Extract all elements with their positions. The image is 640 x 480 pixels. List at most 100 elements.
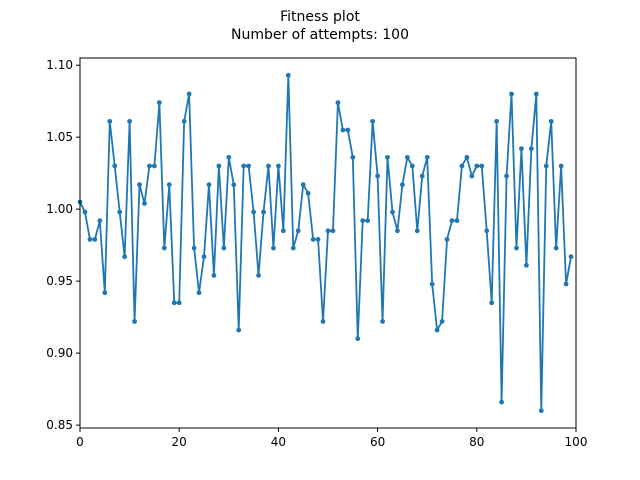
y-tick-label: 0.90 [46, 346, 73, 360]
data-point [181, 118, 187, 124]
data-point [310, 237, 316, 242]
data-point [489, 300, 495, 306]
data-point [127, 118, 132, 124]
x-tick-label: 100 [565, 435, 588, 449]
data-point [147, 163, 152, 169]
data-point [142, 201, 147, 206]
data-point [156, 100, 162, 106]
data-point [161, 245, 167, 251]
data-point [335, 100, 341, 106]
data-point [256, 272, 261, 278]
data-point [221, 245, 227, 251]
x-tick-label: 60 [370, 435, 385, 449]
y-tick-label: 1.05 [46, 130, 73, 144]
data-point [434, 327, 440, 333]
data-point [92, 237, 98, 242]
data-point [102, 290, 108, 296]
data-point [320, 319, 326, 324]
data-point [424, 154, 430, 160]
data-point [87, 237, 93, 242]
data-point [563, 281, 569, 287]
data-point [375, 173, 380, 179]
data-point [186, 91, 192, 97]
series-line [79, 74, 572, 412]
data-point [404, 154, 410, 160]
data-point [390, 209, 395, 215]
data-point [305, 190, 311, 196]
data-point [528, 146, 534, 152]
data-point [325, 228, 331, 234]
data-point [295, 228, 301, 234]
data-point [191, 245, 197, 251]
y-tick-label: 0.85 [46, 418, 73, 432]
data-point [132, 319, 137, 324]
data-point [499, 399, 504, 405]
data-point [395, 228, 400, 234]
data-point [330, 228, 336, 234]
data-point [479, 163, 485, 169]
data-point [166, 182, 172, 188]
data-point [474, 163, 480, 169]
y-tick-label: 1.00 [46, 202, 73, 216]
data-point [201, 254, 207, 260]
chart-subtitle: Number of attempts: 100 [231, 27, 409, 43]
y-tick-label: 0.95 [46, 274, 73, 288]
data-point [454, 218, 460, 224]
data-point [271, 245, 276, 251]
data-point [543, 163, 549, 169]
data-point [280, 228, 286, 234]
chart-title: Fitness plot [280, 9, 360, 25]
data-point [285, 72, 291, 78]
data-point [444, 237, 450, 242]
data-point [385, 154, 390, 160]
data-point [355, 336, 361, 342]
data-point [246, 163, 252, 169]
data-point [266, 163, 271, 169]
data-point [538, 408, 544, 414]
data-point [211, 272, 217, 278]
data-point [231, 182, 237, 188]
x-tick-label: 0 [76, 435, 84, 449]
x-tick-label: 40 [271, 435, 286, 449]
data-point [251, 209, 256, 215]
data-point [380, 319, 385, 324]
data-point [504, 173, 509, 179]
data-point [171, 300, 177, 306]
data-point [345, 127, 351, 133]
data-point [553, 245, 559, 251]
data-point [365, 218, 371, 224]
data-point [464, 154, 470, 160]
data-point [524, 262, 529, 268]
data-point [176, 300, 182, 306]
data-point [519, 146, 524, 152]
data-point [350, 154, 356, 160]
data-point [548, 118, 554, 124]
axes-frame [79, 57, 577, 429]
data-point [300, 182, 306, 188]
data-point [533, 91, 539, 97]
data-point [122, 254, 128, 260]
data-point [117, 209, 123, 215]
data-point [137, 182, 142, 188]
data-point [152, 163, 157, 169]
x-tick-label: 80 [469, 435, 484, 449]
data-point [409, 163, 415, 169]
data-point [469, 173, 475, 179]
data-point [459, 163, 465, 169]
data-point [400, 182, 405, 188]
data-point [340, 127, 346, 133]
data-point [226, 154, 232, 160]
data-point [112, 163, 118, 169]
data-point [236, 327, 242, 333]
data-point [82, 209, 88, 215]
data-point [216, 163, 222, 169]
axis-ticks: 0 20 40 60 80 100 0.85 0.90 0.95 1.00 1.05 1.10 [46, 58, 587, 449]
data-point [439, 319, 445, 324]
data-point [509, 91, 514, 97]
data-point [514, 245, 519, 251]
data-point [196, 290, 202, 296]
y-tick-label: 1.10 [46, 58, 73, 72]
x-tick-label: 20 [172, 435, 187, 449]
data-point [315, 237, 321, 242]
